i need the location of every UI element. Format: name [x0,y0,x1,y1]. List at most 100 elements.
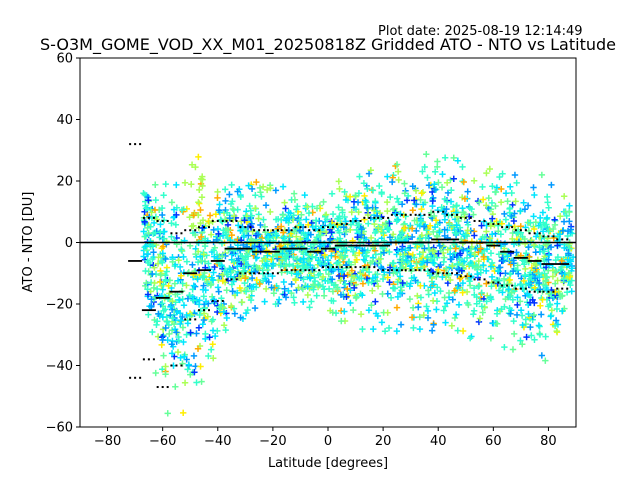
x-tick-label: 60 [485,434,502,449]
scatter-point [507,261,514,268]
scatter-point [316,270,324,277]
bin-std-lower-marker [253,272,256,275]
scatter-point [261,223,269,230]
scatter-point [400,221,407,228]
scatter-point [261,298,268,305]
scatter-point [144,257,151,264]
scatter-point [523,250,530,257]
scatter-point [432,217,440,224]
scatter-point [307,231,315,238]
bin-std-lower-marker [266,272,269,275]
scatter-point [441,195,449,203]
bin-std-lower-marker [180,364,183,367]
scatter-point [568,265,576,272]
scatter-point [157,271,164,279]
scatter-point [228,281,236,288]
scatter-point [470,284,478,292]
scatter-point [140,190,147,197]
scatter-point [335,204,342,211]
scatter-point [262,255,269,263]
scatter-point [313,292,320,299]
scatter-point [483,228,490,235]
scatter-point [410,197,418,204]
scatter-point [211,263,218,271]
bin-std-upper-marker [225,219,228,222]
y-tick-label: 40 [56,113,73,128]
scatter-point [510,257,517,264]
scatter-point [304,283,311,290]
scatter-point [443,179,451,186]
scatter-point [438,184,446,191]
scatter-point [306,304,313,311]
scatter-point [545,204,552,211]
scatter-point [514,301,521,309]
scatter-point [408,314,416,321]
scatter-point [212,211,220,218]
scatter-point [311,238,319,245]
scatter-point [259,183,267,190]
bin-std-lower-marker [235,278,238,281]
scatter-point [233,289,241,297]
bin-std-lower-marker [156,386,159,389]
scatter-point [285,215,293,222]
scatter-point [210,355,217,362]
scatter-point [470,307,478,314]
scatter-point [459,240,466,247]
bin-std-upper-marker [566,238,569,241]
scatter-point [308,298,315,305]
scatter-point [368,278,375,286]
scatter-point [223,287,230,294]
scatter-point [190,352,198,360]
scatter-point [221,267,229,274]
bin-std-upper-marker [276,229,279,232]
scatter-point [459,163,466,171]
scatter-point [341,252,349,259]
scatter-point [352,192,359,199]
scatter-point [434,163,441,171]
scatter-point [338,317,345,325]
scatter-point [218,295,225,302]
x-tick-label: 80 [540,434,557,449]
scatter-point [339,209,346,216]
scatter-point [394,195,401,202]
scatter-point [419,189,427,196]
scatter-point [369,287,376,294]
scatter-point [423,259,431,266]
bin-std-lower-marker [129,376,132,379]
scatter-point [430,321,437,328]
bin-std-lower-marker [263,272,266,275]
scatter-point [452,245,459,252]
scatter-point [159,366,166,373]
scatter-point [402,247,409,254]
scatter-point [505,277,512,284]
bin-std-lower-marker [216,299,219,302]
scatter-point [401,225,408,232]
scatter-point [565,242,572,249]
scatter-point [478,250,486,257]
bin-std-upper-marker [363,216,366,219]
scatter-point [229,288,236,295]
x-axis: −80 −60 −40 −20 0 20 40 60 80 [94,427,557,449]
scatter-point [479,183,486,191]
scatter-point [244,253,252,260]
scatter-point [446,220,453,227]
scatter-point [159,313,167,321]
bin-std-lower-marker [442,272,445,275]
bin-std-lower-marker [175,364,178,367]
scatter-point [190,212,197,219]
scatter-point [519,341,526,348]
scatter-point [460,258,468,265]
bin-std-upper-marker [528,232,531,235]
scatter-point [220,308,227,316]
bin-std-lower-marker [552,290,555,293]
scatter-point [493,320,501,327]
scatter-point [173,211,180,219]
bin-std-lower-marker [511,284,514,287]
scatter-point [192,250,199,258]
bin-std-lower-marker [464,275,467,278]
scatter-point [418,218,425,225]
scatter-point [145,311,152,318]
scatter-point [226,191,233,198]
scatter-point [239,253,246,260]
scatter-point [157,221,164,228]
